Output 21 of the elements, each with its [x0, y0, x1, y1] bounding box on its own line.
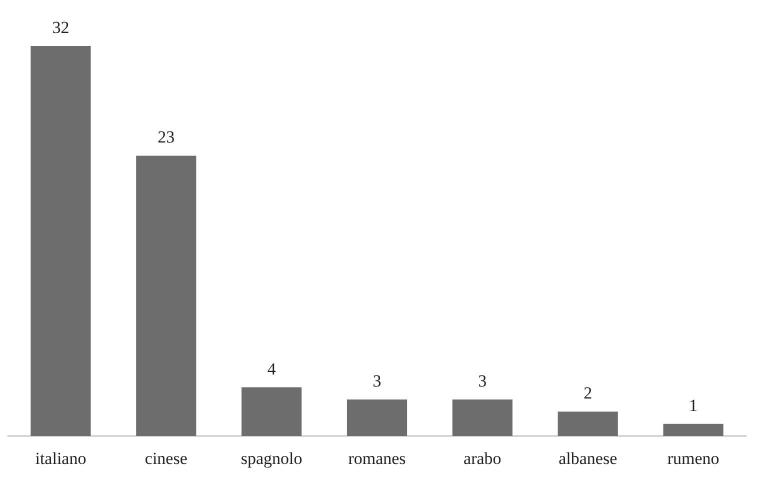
bar [242, 387, 302, 436]
x-tick-label: romanes [348, 449, 406, 468]
x-tick-label: arabo [464, 449, 502, 468]
bar [558, 412, 618, 436]
x-tick-label: rumeno [667, 449, 720, 468]
bar [346, 399, 408, 436]
data-label: 1 [689, 396, 698, 415]
data-label: 3 [372, 371, 382, 390]
x-tick-label: italiano [35, 449, 86, 468]
bar [30, 46, 91, 436]
bar [663, 424, 724, 436]
bar [136, 156, 196, 436]
data-label: 2 [584, 384, 592, 403]
x-tick-label: cinese [144, 449, 188, 468]
x-tick-label: albanese [558, 449, 618, 468]
data-label: 4 [267, 359, 276, 378]
data-label: 32 [52, 18, 70, 37]
data-label: 3 [478, 371, 487, 390]
bar [452, 399, 512, 436]
data-label: 23 [158, 128, 175, 147]
x-tick-label: spagnolo [240, 449, 302, 468]
